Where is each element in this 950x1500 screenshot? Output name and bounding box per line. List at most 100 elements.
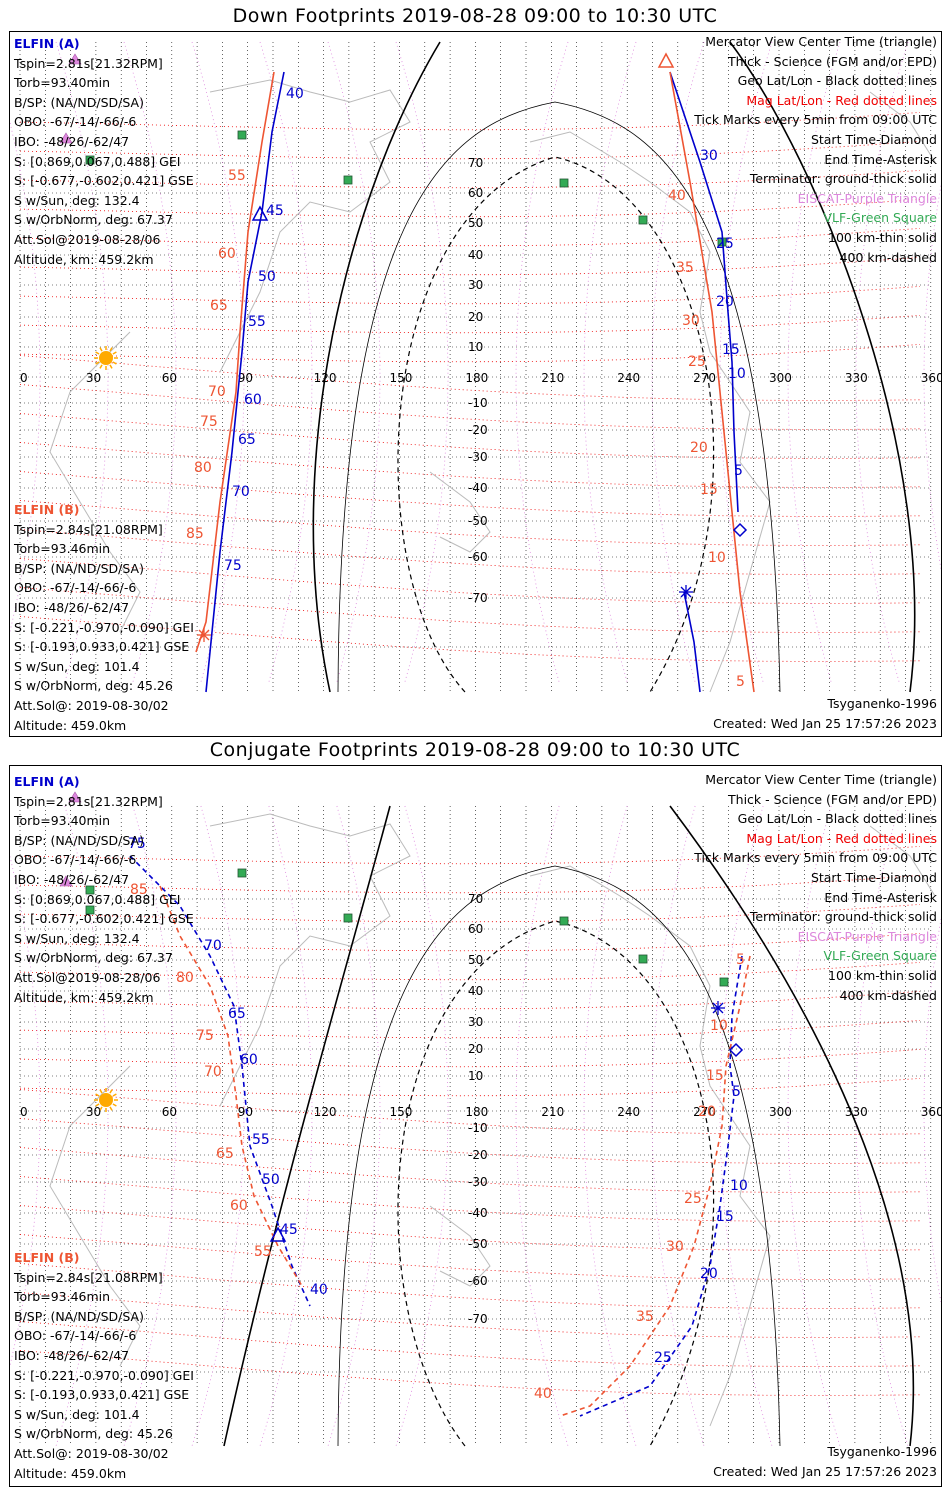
legend-vlf: VLF-Green Square [823,210,937,226]
vlf-station-square [237,868,247,878]
elfin-a-ibo: IBO: -48/26/-62/47 [14,871,130,887]
legend-start-time: Start Time-Diamond [810,869,937,885]
mag-meridian [787,805,841,1447]
track-tick-label: 40 [310,1282,328,1298]
sun-ray [112,1093,117,1097]
track-tick-label: 75 [200,414,218,430]
elfin-b-altitude: Altitude: 459.0km [14,717,127,733]
vlf-station-square [638,215,648,225]
legend-400km: 400 km-dashed [839,987,937,1003]
sun-ray [95,351,100,355]
sun-ray [109,347,113,352]
lon-tick-label: 90 [238,1105,253,1119]
track-tick-label: 40 [668,188,686,204]
coastline [209,79,411,373]
terminator-100km [337,101,781,693]
center-time-triangle [657,52,675,68]
legend-start-time: Start Time-Diamond [810,131,937,147]
lon-tick-label: 150 [390,1105,413,1119]
elfin-b-info: ELFIN (B) Tspin=2.84s[21.08RPM] Torb=93.… [14,500,194,735]
mag-meridian [719,805,773,1447]
elfin-b-track-left [195,71,275,653]
legend-100km: 100 km-thin solid [828,229,937,245]
track-tick-label: 65 [216,1146,234,1162]
track-tick-label: 70 [208,384,226,400]
conjugate-title: Conjugate Footprints 2019-08-28 09:00 to… [209,739,741,761]
track-tick-label: 5 [732,1084,741,1100]
legend-thick-science: Thick - Science (FGM and/or EPD) [728,791,937,807]
mag-meridian [515,805,569,1447]
conjugate-footprints-panel: 0 30 60 90 120 150 180 210 240 270 300 330 360 70 60 50… [9,765,942,1487]
terminator-400km [397,156,715,693]
sun-ray [95,1103,100,1107]
lat-tick-label: 10 [468,340,483,354]
track-tick-label: 20 [700,1266,718,1282]
coastline [869,91,936,163]
track-tick-label: 35 [676,260,694,276]
mag-meridian [123,805,177,1447]
elfin-b-track-right [559,955,751,1417]
elfin-a-track-tail [683,591,701,693]
track-tick-label: 80 [176,970,194,986]
lon-tick-label: 60 [162,371,177,385]
elfin-a-label: ELFIN (A) [14,36,80,51]
elfin-a-track-left [205,71,285,693]
map-legend-conj: Mercator View Center Time (triangle) Thi… [694,770,937,1005]
lon-tick-label: 330 [845,371,868,385]
track-tick-label: 50 [258,269,276,285]
coastline [49,331,141,633]
track-tick-label: 40 [286,86,304,102]
track-tick-label: 55 [252,1132,270,1148]
vlf-station-square [719,977,729,987]
elfin-a-info-conj: ELFIN (A) Tspin=2.81s[21.32RPM] Torb=93.… [14,772,194,1007]
vlf-station-square [343,175,353,185]
lat-tick-label: -20 [468,423,488,437]
sun-ray [112,361,117,365]
mag-meridian [583,41,637,683]
elfin-b-tspin: Tspin=2.84s[21.08RPM] [14,521,163,537]
vlf-station-square [85,905,95,915]
model-name: Tsyganenko-1996 [827,696,937,711]
elfin-b-tspin: Tspin=2.84s[21.08RPM] [14,1269,163,1285]
legend-tick-marks: Tick Marks every 5min from 09:00 UTC [694,850,937,866]
sun-ray [99,364,103,369]
lat-tick-label: -10 [468,1121,488,1135]
track-tick-label: 15 [706,1068,724,1084]
track-tick-label: 45 [280,1222,298,1238]
lon-tick-label: 30 [86,1105,101,1119]
terminator-400km [397,920,715,1447]
legend-end-time: End Time-Asterisk [824,151,937,167]
track-tick-label: 20 [698,1104,716,1120]
track-tick-label: 45 [266,203,284,219]
elfin-a-label: ELFIN (A) [14,774,80,789]
lon-tick-label: 300 [769,371,792,385]
track-tick-label: 60 [240,1052,258,1068]
elfin-a-tspin: Tspin=2.81s[21.32RPM] [14,793,163,809]
track-tick-label: 65 [228,1006,246,1022]
track-tick-label: 30 [682,313,700,329]
legend-vlf: VLF-Green Square [823,948,937,964]
vlf-station-square [85,155,95,165]
lat-tick-label: -60 [468,1274,488,1288]
elfin-a-s-gei: S: [0.869,0.067,0.488] GEI [14,153,181,169]
elfin-b-altitude: Altitude: 459.0km [14,1465,127,1481]
lat-tick-label: 20 [468,310,483,324]
lon-tick-label: 0 [20,371,28,385]
lon-tick-label: 180 [465,371,488,385]
track-tick-label: 75 [196,1028,214,1044]
center-time-triangle [269,1226,287,1242]
vlf-station-square [559,916,569,926]
elfin-b-s-gei: S: [-0.221,-0.970,-0.090] GEI [14,1367,194,1383]
elfin-a-att-sol: Att.Sol@2019-08-28/06 [14,231,161,247]
lon-tick-label: 360 [921,1105,941,1119]
track-tick-label: 60 [230,1198,248,1214]
lat-tick-label: 50 [468,216,483,230]
coastline [49,1065,141,1367]
track-tick-label: 25 [716,236,734,252]
track-tick-label: 30 [666,1239,684,1255]
lat-tick-label: -40 [468,1206,488,1220]
elfin-b-att-sol: Att.Sol@: 2019-08-30/02 [14,697,169,713]
end-time-asterisk [680,586,692,598]
eiscat-triangle [68,791,82,803]
start-time-diamond [732,522,748,538]
